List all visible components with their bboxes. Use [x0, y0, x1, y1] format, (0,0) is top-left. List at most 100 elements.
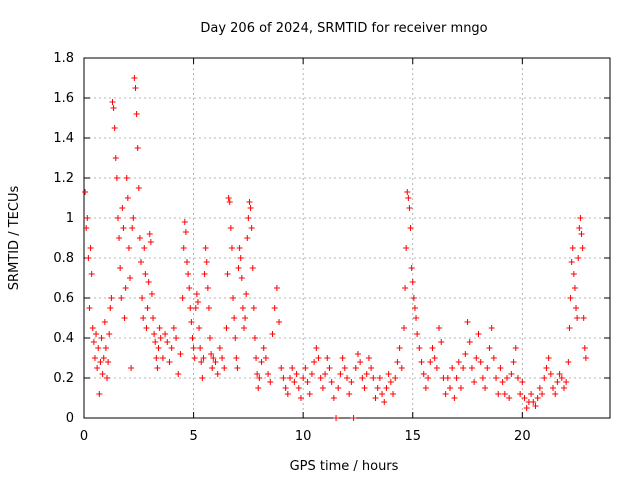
- data-point: [238, 275, 245, 281]
- data-point: [194, 299, 201, 305]
- data-point: [136, 235, 143, 241]
- data-point: [495, 391, 502, 397]
- data-point: [164, 339, 171, 345]
- data-point: [394, 359, 401, 365]
- data-point: [186, 285, 193, 291]
- data-point: [547, 371, 554, 377]
- data-point: [239, 305, 246, 311]
- data-point: [350, 415, 357, 421]
- data-point: [368, 365, 375, 371]
- data-point: [313, 345, 320, 351]
- data-point: [132, 85, 139, 91]
- data-point: [315, 355, 322, 361]
- data-point: [510, 359, 517, 365]
- data-point: [464, 319, 471, 325]
- data-point: [154, 365, 161, 371]
- data-point: [568, 259, 575, 265]
- data-point: [289, 365, 296, 371]
- data-point: [337, 371, 344, 377]
- data-point: [180, 245, 187, 251]
- data-point: [118, 295, 125, 301]
- data-point: [455, 359, 462, 365]
- x-tick-label: 10: [295, 429, 312, 444]
- data-point: [156, 325, 163, 331]
- data-point: [565, 359, 572, 365]
- data-point: [578, 231, 585, 237]
- data-point: [142, 271, 149, 277]
- data-point: [582, 355, 589, 361]
- data-point: [130, 215, 137, 221]
- data-point: [148, 291, 155, 297]
- data-point: [580, 315, 587, 321]
- data-point: [567, 295, 574, 301]
- data-point: [93, 331, 100, 337]
- data-point: [89, 325, 96, 331]
- data-point: [420, 371, 427, 377]
- data-point: [528, 391, 535, 397]
- data-point: [482, 385, 489, 391]
- x-tick-label: 15: [404, 429, 421, 444]
- data-point: [265, 371, 272, 377]
- data-point: [139, 295, 146, 301]
- data-point: [146, 231, 153, 237]
- data-point: [273, 285, 280, 291]
- data-point: [418, 359, 425, 365]
- data-point: [453, 375, 460, 381]
- data-point: [88, 271, 95, 277]
- data-point: [249, 265, 256, 271]
- data-point: [512, 345, 519, 351]
- data-point: [198, 359, 205, 365]
- data-point: [403, 245, 410, 251]
- data-point: [254, 371, 261, 377]
- y-tick-label: 0.2: [53, 371, 74, 386]
- data-point: [517, 391, 524, 397]
- data-point: [497, 365, 504, 371]
- data-point: [385, 371, 392, 377]
- data-point: [221, 365, 228, 371]
- data-point: [442, 391, 449, 397]
- data-point: [365, 355, 372, 361]
- data-point: [189, 335, 196, 341]
- data-point: [184, 259, 191, 265]
- data-point: [383, 385, 390, 391]
- data-point: [117, 265, 124, 271]
- data-point: [408, 265, 415, 271]
- data-point: [90, 339, 97, 345]
- data-point: [245, 215, 252, 221]
- data-point: [508, 371, 515, 377]
- data-point: [396, 345, 403, 351]
- data-point: [179, 295, 186, 301]
- data-point: [185, 271, 192, 277]
- data-point: [493, 375, 500, 381]
- data-point: [460, 365, 467, 371]
- data-point: [409, 279, 416, 285]
- data-point: [346, 391, 353, 397]
- data-point: [166, 359, 173, 365]
- y-tick-label: 1.8: [53, 51, 74, 66]
- data-points: [82, 75, 589, 421]
- data-point: [293, 371, 300, 377]
- data-point: [333, 415, 340, 421]
- data-point: [427, 359, 434, 365]
- data-point: [157, 335, 164, 341]
- data-point: [129, 225, 136, 231]
- data-point: [196, 325, 203, 331]
- data-point: [204, 285, 211, 291]
- data-point: [101, 319, 108, 325]
- data-point: [230, 295, 237, 301]
- data-point: [328, 379, 335, 385]
- data-point: [569, 245, 576, 251]
- data-point: [87, 245, 94, 251]
- data-point: [236, 245, 243, 251]
- data-point: [339, 355, 346, 361]
- data-point: [242, 315, 249, 321]
- data-point: [110, 105, 117, 111]
- data-point: [433, 365, 440, 371]
- data-point: [554, 379, 561, 385]
- data-point: [205, 305, 212, 311]
- data-point: [131, 75, 138, 81]
- chart-title: Day 206 of 2024, SRMTID for receiver mng…: [200, 21, 487, 36]
- data-point: [447, 385, 454, 391]
- data-point: [379, 391, 386, 397]
